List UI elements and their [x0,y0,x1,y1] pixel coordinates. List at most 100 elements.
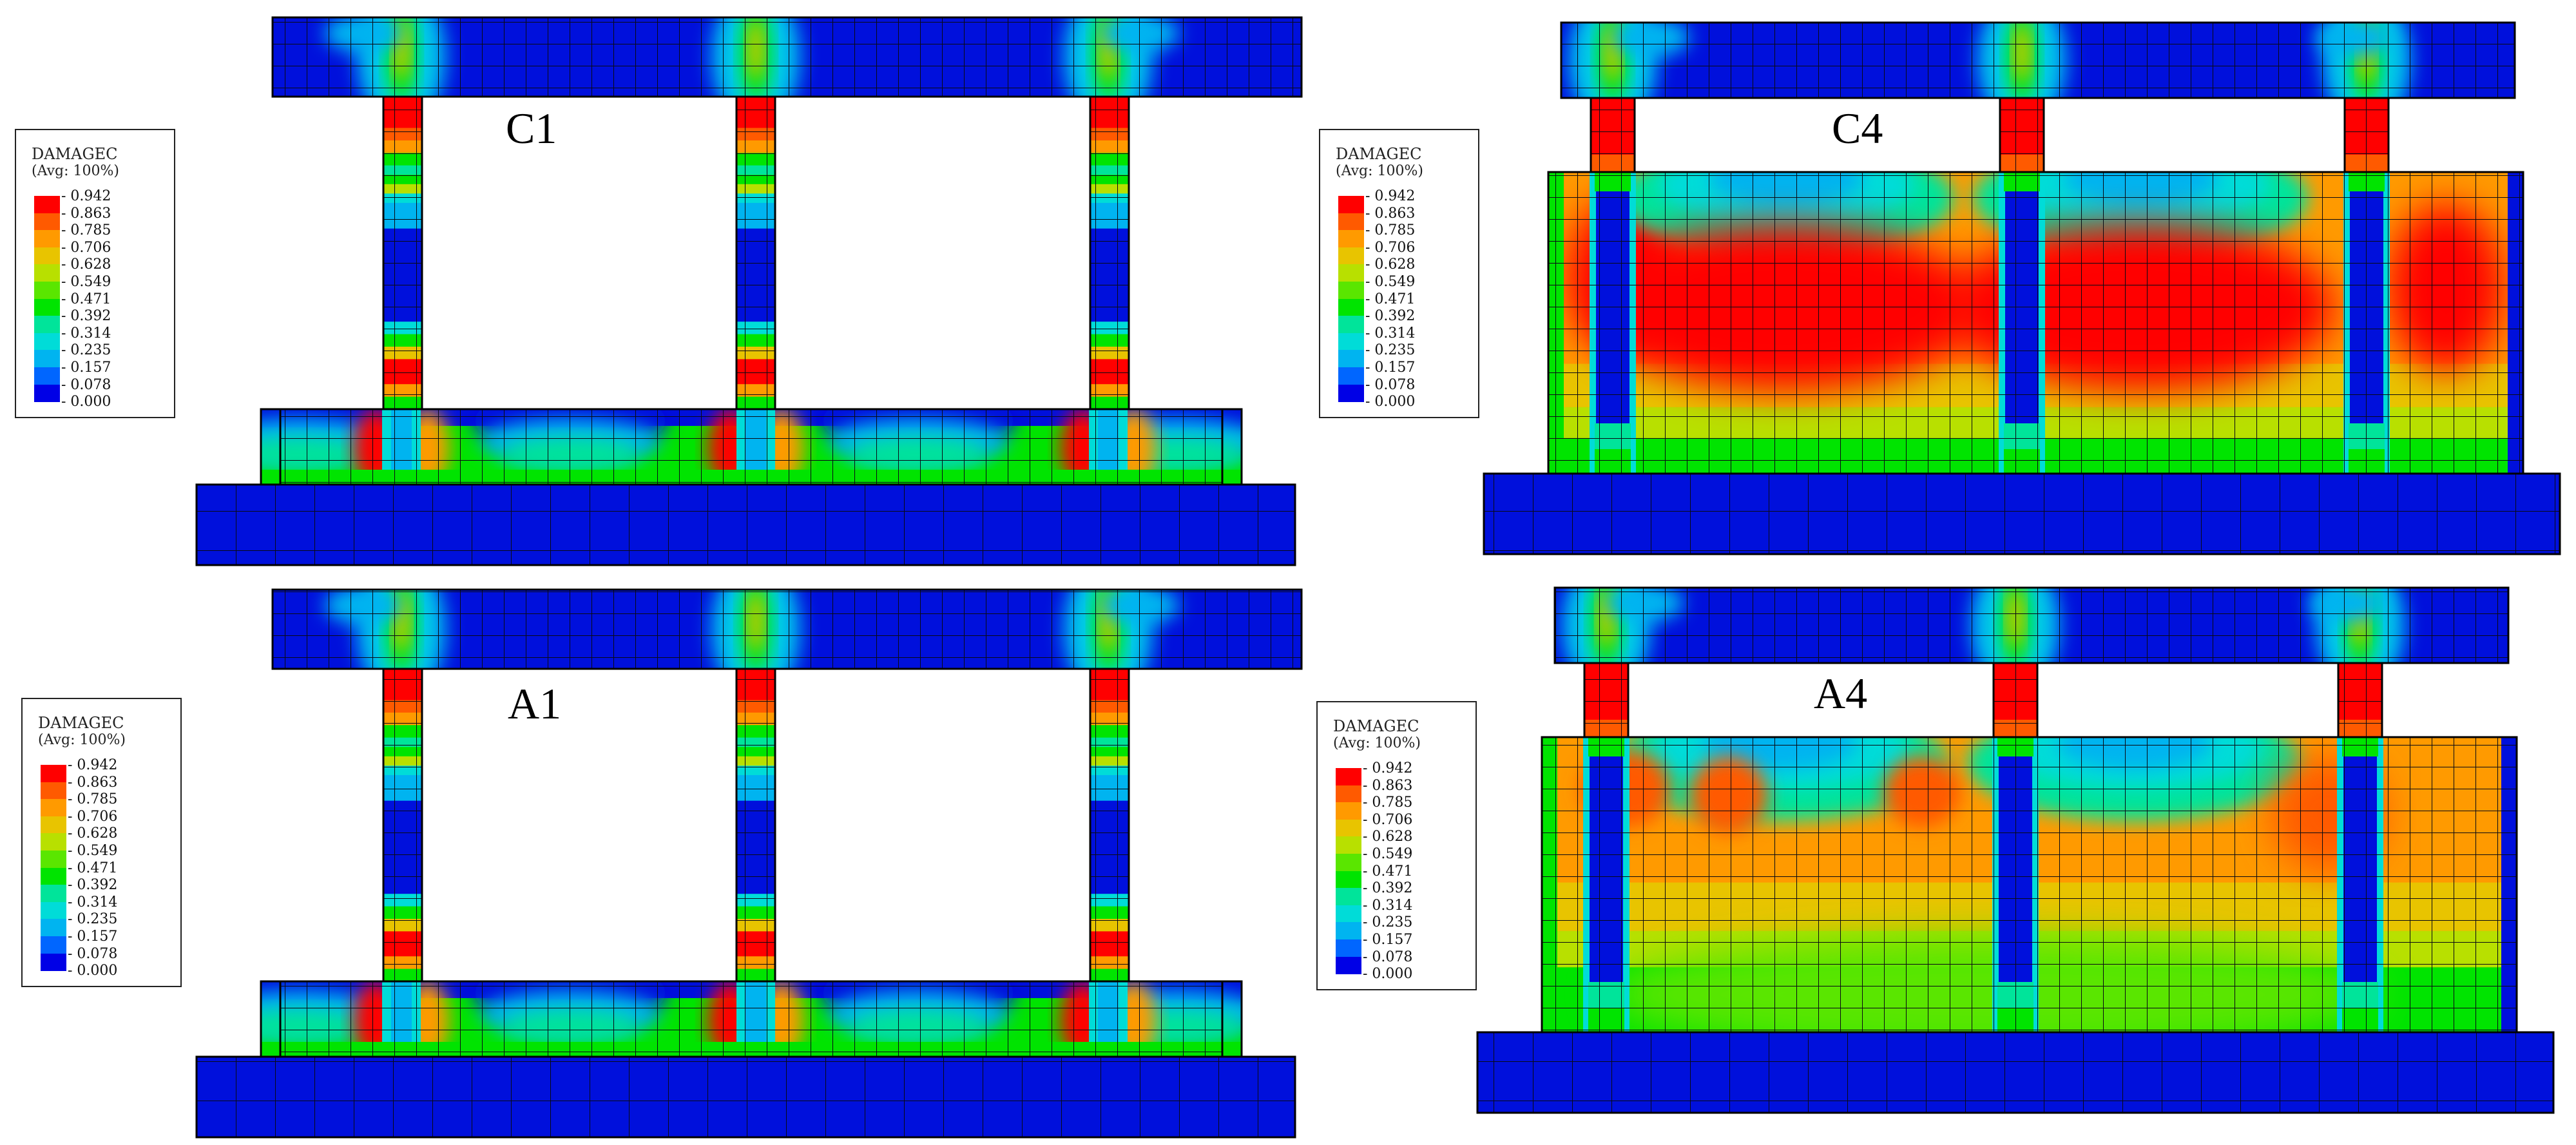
legend-swatch [1338,367,1364,385]
legend-swatch [41,953,66,972]
legend-swatch [34,316,60,334]
legend-swatch [1336,888,1361,906]
legend-swatch [1338,264,1364,282]
legend-tick-label: - 0.628 [1363,829,1413,845]
legend-tick-label: - 0.549 [61,274,111,290]
legend-tick-label: - 0.392 [1363,880,1413,897]
legend-tick-label: - 0.863 [1363,777,1413,794]
column-mesh [736,97,775,409]
legend-tick-label: - 0.785 [61,222,111,239]
legend-swatch [34,282,60,300]
ground-beam-mesh [280,409,1222,488]
column-mesh [736,669,775,981]
legend-swatch [1336,956,1361,975]
legend-swatch [1338,332,1364,351]
legend-swatch [1338,384,1364,403]
legend-swatch [1336,802,1361,820]
legend-swatch [1338,298,1364,317]
legend-swatch [34,298,60,317]
legend-tick-label: - 0.471 [61,291,111,307]
column-stub-mesh [1994,663,2037,737]
top-beam-mesh [273,590,1302,669]
top-beam-mesh [1555,588,2508,663]
legend-swatch [41,901,66,920]
legend-swatch [1336,836,1361,854]
legend-tick-label: - 0.863 [68,774,118,791]
legend-swatch [1338,350,1364,368]
legend-tick-label: - 0.628 [61,256,111,273]
column-stub-mesh [2000,98,2044,172]
legend-tick-label: - 0.157 [1365,360,1416,376]
legend-tick-label: - 0.785 [1363,794,1413,811]
legend-tick-label: - 0.706 [61,239,111,256]
legend-tick-label: - 0.000 [1363,966,1413,983]
legend-swatch [41,833,66,851]
legend-tick-label: - 0.549 [1365,274,1416,290]
legend-tick-label: - 0.942 [1363,760,1413,776]
legend-tick-label: - 0.942 [1365,188,1416,204]
legend-swatch [34,264,60,282]
legend-subtitle: (Avg: 100%) [1336,163,1423,179]
legend-tick-label: - 0.549 [1363,846,1413,862]
legend-subtitle: (Avg: 100%) [38,732,126,748]
legend-swatch [41,885,66,903]
legend-tick-label: - 0.628 [68,825,118,842]
legend-swatch [1336,939,1361,957]
legend-tick-label: - 0.235 [61,342,111,359]
infill-wall-mesh [1542,737,2517,1040]
legend-subtitle: (Avg: 100%) [32,163,119,179]
legend-swatch [1336,819,1361,838]
legend-tick-label: - 0.471 [1365,291,1416,307]
legend-swatch [1338,213,1364,231]
legend-swatch [1338,247,1364,265]
legend-swatch [41,919,66,937]
legend-tick-label: - 0.235 [1365,342,1416,359]
legend-tick-label: - 0.706 [68,808,118,825]
legend-tick-label: - 0.314 [1365,325,1416,342]
legend-tick-label: - 0.314 [68,894,118,910]
legend-tick-label: - 0.471 [1363,863,1413,880]
legend-swatch [34,230,60,248]
legend-swatch [41,799,66,817]
legend-tick-label: - 0.235 [1363,914,1413,931]
legend-tick-label: - 0.000 [68,963,118,979]
legend-tick-label: - 0.000 [61,394,111,410]
column-mesh [383,669,422,981]
legend-swatch [1336,768,1361,786]
top-beam-mesh [273,17,1302,97]
legend-swatch [1336,905,1361,923]
column-stub-mesh [1591,98,1635,172]
legend-tick-label: - 0.078 [1363,948,1413,965]
legend-tick-label: - 0.706 [1365,239,1416,256]
legend-tick-label: - 0.157 [61,360,111,376]
legend-swatch [41,816,66,834]
base-beam-mesh [197,485,1295,565]
column-stub-mesh [2345,98,2389,172]
legend-tick-label: - 0.000 [1365,394,1416,410]
legend-swatch [1336,854,1361,872]
legend-swatch [41,765,66,783]
legend-swatch [34,196,60,214]
legend-swatch [1338,282,1364,300]
column-mesh [1090,97,1129,409]
legend-a4: DAMAGEC (Avg: 100%) - 0.942- 0.863- 0.785-… [1316,701,1477,990]
legend-a1: DAMAGEC (Avg: 100%) - 0.942- 0.863- 0.785-… [21,698,182,987]
legend-swatch [34,247,60,265]
legend-swatch [41,867,66,886]
legend-swatch [34,384,60,403]
legend-tick-label: - 0.078 [61,376,111,393]
legend-swatch [34,213,60,231]
legend-tick-label: - 0.157 [1363,932,1413,948]
legend-c4: DAMAGEC (Avg: 100%) - 0.942- 0.863- 0.785-… [1319,129,1479,418]
legend-tick-label: - 0.392 [1365,308,1416,325]
legend-swatch [41,851,66,869]
legend-swatch [1336,785,1361,803]
top-beam-mesh [1561,23,2515,98]
column-stub-mesh [2338,663,2382,737]
base-beam-mesh [1484,474,2560,554]
legend-tick-label: - 0.471 [68,860,118,876]
legend-swatch [34,350,60,368]
column-mesh [1090,669,1129,981]
label-a1: A1 [508,679,562,728]
